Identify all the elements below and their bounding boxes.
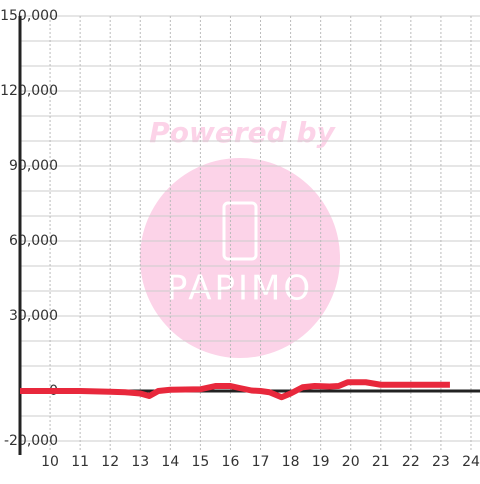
y-tick-label: 150,000 (0, 8, 58, 24)
watermark-text: Powered by (149, 116, 336, 149)
x-tick-label: 18 (282, 454, 300, 470)
y-tick-label: 30,000 (9, 308, 58, 324)
x-tick-label: 10 (41, 454, 59, 470)
x-tick-label: 22 (402, 454, 420, 470)
x-tick-label: 11 (71, 454, 89, 470)
x-tick-label: 20 (342, 454, 360, 470)
x-tick-label: 14 (161, 454, 179, 470)
x-tick-label: 19 (312, 454, 330, 470)
line (20, 379, 450, 401)
x-tick-label: 16 (222, 454, 240, 470)
x-tick-label: 21 (372, 454, 390, 470)
watermark-logo: PAPIMO (167, 269, 313, 309)
x-tick-label: 15 (191, 454, 209, 470)
y-tick-label: 120,000 (0, 83, 58, 99)
y-tick-label: 90,000 (9, 158, 58, 174)
x-tick-label: 17 (252, 454, 270, 470)
x-tick-label: 12 (101, 454, 119, 470)
y-tick-label: -20,000 (4, 433, 58, 449)
x-tick-label: 24 (462, 454, 480, 470)
watermark-phone (222, 201, 258, 261)
x-tick-label: 23 (432, 454, 450, 470)
x-tick-label: 13 (131, 454, 149, 470)
y-tick-label: 60,000 (9, 233, 58, 249)
